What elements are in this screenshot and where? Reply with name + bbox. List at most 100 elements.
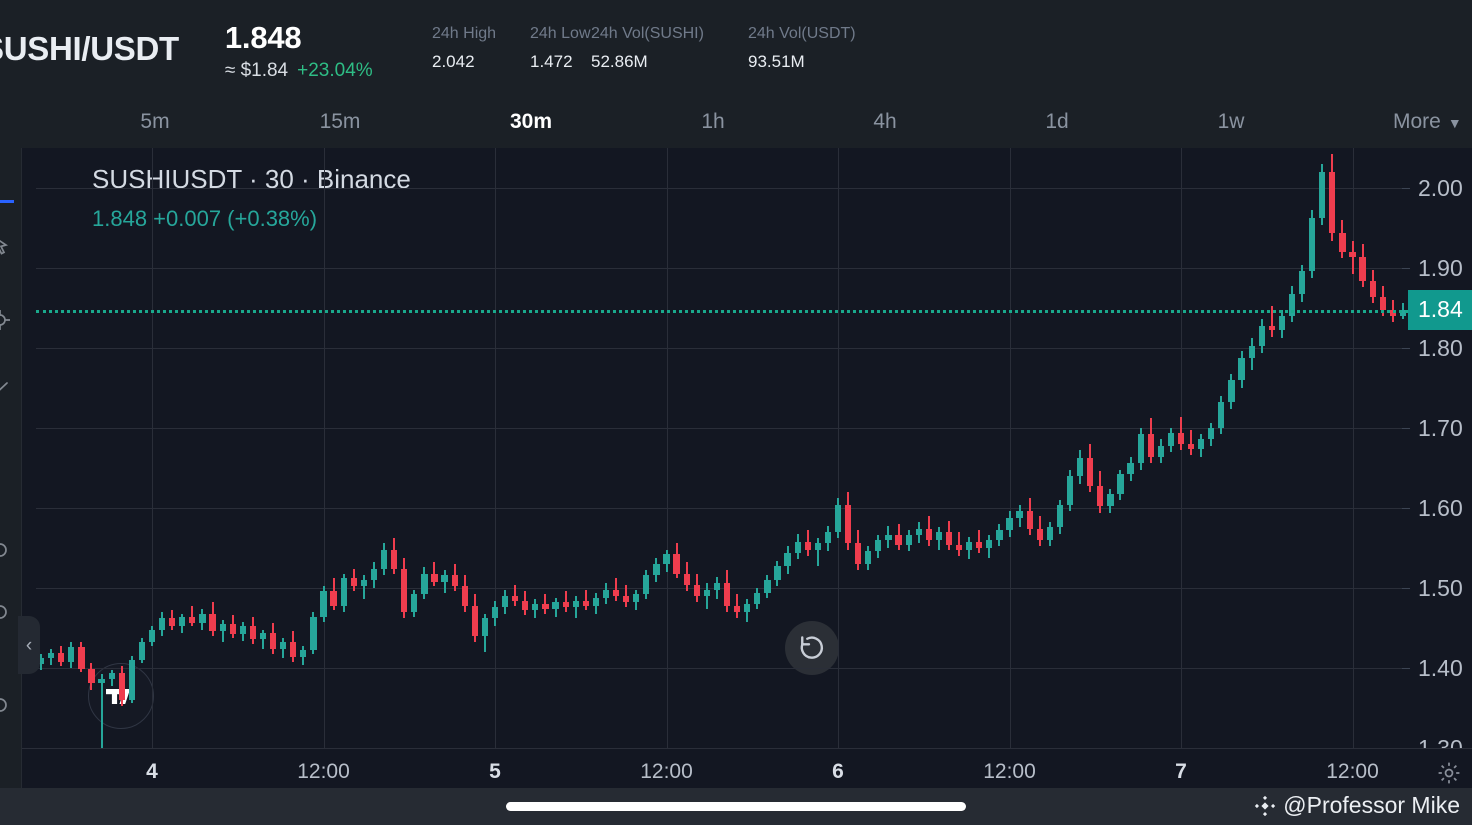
candle xyxy=(703,148,710,748)
timeframe-tab-30m[interactable]: 30m xyxy=(509,110,553,133)
candle xyxy=(169,148,176,748)
candle-body xyxy=(885,535,892,540)
candle-wick xyxy=(705,583,708,609)
candle xyxy=(1087,148,1094,748)
timeframe-tab-1d[interactable]: 1d xyxy=(1045,110,1069,133)
price-tick-label: 1.90 xyxy=(1418,255,1463,281)
timeframe-tab-1w[interactable]: 1w xyxy=(1217,110,1245,133)
candle-body xyxy=(1379,296,1386,310)
time-tick-label: 12:00 xyxy=(297,760,350,783)
timeframe-tab-15m[interactable]: 15m xyxy=(319,110,361,133)
candle-body xyxy=(340,578,347,606)
trendline-icon[interactable] xyxy=(0,378,12,402)
candle-body xyxy=(239,626,246,635)
candle-body xyxy=(229,624,236,635)
candle xyxy=(98,148,105,748)
candle xyxy=(955,148,963,748)
candle-body xyxy=(915,528,922,536)
candle xyxy=(219,148,226,748)
timeframe-tab-5m[interactable]: 5m xyxy=(140,110,170,133)
candle-wick xyxy=(958,532,961,556)
candle-body xyxy=(179,616,186,627)
cursor-icon[interactable] xyxy=(0,234,12,258)
candle-body xyxy=(1097,485,1104,507)
time-axis[interactable]: 4 12:00 5 12:00 6 12:00 7 12:00 xyxy=(0,748,1472,788)
candle-body xyxy=(1016,511,1023,518)
current-price-badge[interactable]: 1.84 xyxy=(1408,289,1472,330)
candle-body xyxy=(562,602,569,608)
candle-body xyxy=(401,568,408,612)
candle-wick xyxy=(816,538,819,566)
candle xyxy=(532,148,539,748)
candle xyxy=(663,148,670,748)
candle xyxy=(784,148,791,748)
candle xyxy=(280,148,287,748)
candle xyxy=(501,148,509,748)
candle xyxy=(865,148,872,748)
timeframe-tabs: 5m 15m 30m 1h 4h 1d 1w More ▼ xyxy=(0,100,1472,148)
candle xyxy=(1288,148,1296,748)
price-axis[interactable]: 2.001.901.801.701.601.501.401.301.84 xyxy=(1402,148,1472,788)
candle-body xyxy=(1278,316,1286,331)
candle-body xyxy=(441,575,448,582)
stat-value: 93.51M xyxy=(748,52,805,71)
candle xyxy=(834,148,842,748)
drawing-toolbar[interactable]: ‹ xyxy=(0,148,40,788)
gridline-horizontal xyxy=(36,268,1408,269)
candle-body xyxy=(754,592,761,604)
crosshair-icon[interactable] xyxy=(0,308,12,332)
timeframe-more-button[interactable]: More ▼ xyxy=(1393,111,1462,132)
candle xyxy=(451,148,458,748)
candle-body xyxy=(1298,271,1306,294)
candle-body xyxy=(633,594,640,603)
timeframe-tab-1h[interactable]: 1h xyxy=(701,110,725,133)
eraser-icon[interactable] xyxy=(0,693,12,717)
candle xyxy=(804,148,811,748)
gridline-vertical xyxy=(324,148,325,748)
candle-body xyxy=(1258,325,1265,347)
candle xyxy=(148,148,156,748)
pair-title[interactable]: SUSHI/USDT xyxy=(0,30,179,67)
stat-24h-high: 24h High 2.042 xyxy=(432,26,530,71)
candle-body xyxy=(865,551,872,564)
last-price: 1.848 xyxy=(224,20,302,55)
candle-body xyxy=(491,607,499,619)
candle xyxy=(935,148,943,748)
collapse-toolbar-button[interactable]: ‹ xyxy=(18,616,40,674)
candle xyxy=(744,148,751,748)
candle-body xyxy=(350,578,357,587)
candle-body xyxy=(391,549,398,569)
candle-body xyxy=(895,535,902,545)
candle xyxy=(330,148,337,748)
candle xyxy=(1349,148,1356,748)
candle xyxy=(572,148,579,748)
candlestick-plot[interactable]: SUSHIUSDT · 30 · Binance 1.848 +0.007 (+… xyxy=(36,148,1408,748)
candle xyxy=(1177,148,1185,748)
reset-chart-button[interactable] xyxy=(785,621,839,675)
candle xyxy=(1268,148,1275,748)
candle xyxy=(844,148,852,748)
candle xyxy=(1117,148,1124,748)
timeframe-tab-4h[interactable]: 4h xyxy=(873,110,897,133)
price-sub-row: ≈ $1.84 +23.04% xyxy=(225,61,373,80)
shapes-icon[interactable] xyxy=(0,538,12,562)
gear-icon[interactable] xyxy=(1436,760,1462,786)
chart-area[interactable]: SUSHIUSDT · 30 · Binance 1.848 +0.007 (+… xyxy=(0,148,1472,788)
candle-body xyxy=(1107,493,1114,507)
candle xyxy=(441,148,448,748)
candle-wick xyxy=(362,575,365,600)
stat-24h-low: 24h Low 1.472 xyxy=(530,26,591,71)
candle-body xyxy=(1198,439,1205,449)
home-indicator[interactable] xyxy=(506,802,966,811)
candle xyxy=(1026,148,1033,748)
candle xyxy=(229,148,236,748)
candle xyxy=(209,148,216,748)
candle-body xyxy=(1339,232,1346,252)
candle xyxy=(108,148,115,748)
candle xyxy=(582,148,589,748)
candle-body xyxy=(249,626,257,640)
gridline-horizontal xyxy=(36,508,1408,509)
text-tool-icon[interactable] xyxy=(0,600,12,624)
candle-body xyxy=(1167,432,1175,446)
symbol-price-group: SUSHI/USDT 1.848 ≈ $1.84 +23.04% xyxy=(0,20,373,80)
